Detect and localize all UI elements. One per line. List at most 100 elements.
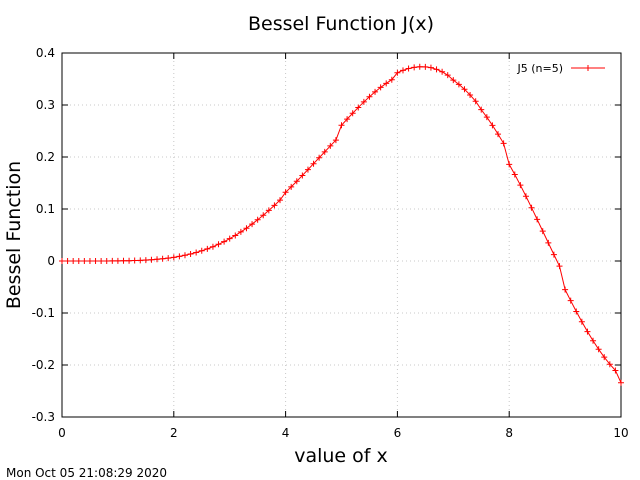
data-point-marker	[584, 328, 591, 335]
data-point-marker	[154, 256, 161, 263]
data-point-marker	[260, 212, 267, 219]
y-tick-label: 0	[47, 254, 55, 268]
data-point-marker	[288, 183, 295, 190]
timestamp: Mon Oct 05 21:08:29 2020	[6, 466, 167, 480]
data-point-marker	[209, 243, 216, 250]
y-tick-label: -0.3	[32, 410, 55, 424]
data-point-marker	[388, 76, 395, 83]
data-point-marker	[327, 142, 334, 149]
data-point-marker	[455, 81, 462, 88]
x-tick-label: 6	[394, 426, 402, 440]
data-point-marker	[433, 66, 440, 73]
data-point-marker	[92, 258, 99, 264]
data-point-marker	[444, 72, 451, 79]
data-point-marker	[254, 216, 261, 223]
data-point-marker	[472, 98, 479, 105]
data-point-marker	[215, 241, 222, 248]
data-point-marker	[500, 140, 507, 147]
data-point-marker	[550, 251, 557, 258]
data-point-marker	[120, 257, 127, 264]
data-point-marker	[511, 171, 518, 178]
data-point-marker	[562, 286, 569, 293]
data-point-marker	[495, 131, 502, 138]
data-point-marker	[427, 64, 434, 71]
data-point-marker	[293, 178, 300, 185]
data-point-marker	[204, 245, 211, 252]
data-point-marker	[612, 367, 619, 374]
data-point-marker	[416, 63, 423, 70]
data-point-marker	[355, 104, 362, 111]
data-point-marker	[372, 88, 379, 95]
y-axis-title: Bessel Function	[3, 161, 25, 309]
data-point-marker	[606, 361, 613, 368]
y-tick-label: 0.4	[36, 46, 55, 60]
data-point-marker	[556, 263, 563, 270]
data-point-marker	[237, 228, 244, 235]
data-point-marker	[461, 86, 468, 93]
data-point-marker	[271, 202, 278, 209]
data-point-marker	[181, 252, 188, 259]
data-point-marker	[176, 253, 183, 260]
legend-marker	[585, 65, 591, 71]
data-point-marker	[489, 122, 496, 129]
data-point-marker	[506, 161, 513, 168]
data-point-marker	[70, 258, 77, 264]
data-point-marker	[304, 166, 311, 173]
data-point-marker	[528, 204, 535, 211]
data-point-marker	[299, 172, 306, 179]
data-point-marker	[243, 225, 250, 232]
data-point-marker	[383, 80, 390, 87]
data-point-marker	[187, 250, 194, 257]
data-point-marker	[75, 258, 82, 264]
data-point-marker	[316, 154, 323, 161]
grid	[62, 53, 621, 417]
legend: J5 (n=5)	[516, 62, 605, 75]
data-point-marker	[539, 228, 546, 235]
data-point-marker	[545, 239, 552, 246]
y-tick-label: 0.2	[36, 150, 55, 164]
x-tick-label: 10	[613, 426, 628, 440]
data-point-marker	[131, 257, 138, 264]
data-point-marker	[478, 106, 485, 113]
data-point-marker	[81, 258, 88, 264]
data-point-marker	[59, 258, 65, 264]
y-tick-label: 0.3	[36, 98, 55, 112]
data-point-marker	[522, 193, 529, 200]
data-point-marker	[142, 257, 149, 264]
data-point-marker	[618, 379, 624, 386]
data-point-marker	[595, 346, 602, 353]
plot-frame	[61, 52, 622, 418]
y-tick-label: -0.2	[32, 358, 55, 372]
x-axis-title: value of x	[294, 445, 388, 467]
data-point-marker	[601, 354, 608, 361]
x-tick-label: 8	[505, 426, 513, 440]
y-tick-label: -0.1	[32, 306, 55, 320]
data-point-marker	[517, 182, 524, 189]
data-point-marker	[310, 160, 317, 167]
data-point-marker	[86, 258, 93, 264]
data-point-marker	[332, 137, 339, 144]
data-point-marker	[411, 64, 418, 71]
x-tick-label: 2	[170, 426, 178, 440]
data-point-marker	[394, 69, 401, 76]
data-point-marker	[126, 257, 133, 264]
data-point-marker	[232, 232, 239, 239]
data-point-marker	[467, 91, 474, 98]
data-point-marker	[221, 238, 228, 245]
data-point-marker	[578, 318, 585, 325]
data-point-marker	[282, 189, 289, 196]
legend-label: J5 (n=5)	[516, 62, 563, 75]
data-point-marker	[321, 148, 328, 155]
data-point-marker	[64, 258, 71, 264]
data-point-marker	[567, 297, 574, 304]
data-point-marker	[344, 116, 351, 123]
data-point-marker	[137, 257, 144, 264]
plot-series	[59, 63, 624, 386]
y-tick-label: 0.1	[36, 202, 55, 216]
data-point-marker	[450, 77, 457, 84]
data-point-marker	[193, 249, 200, 256]
data-point-marker	[226, 235, 233, 242]
data-point-marker	[159, 255, 166, 262]
data-point-marker	[165, 255, 172, 262]
